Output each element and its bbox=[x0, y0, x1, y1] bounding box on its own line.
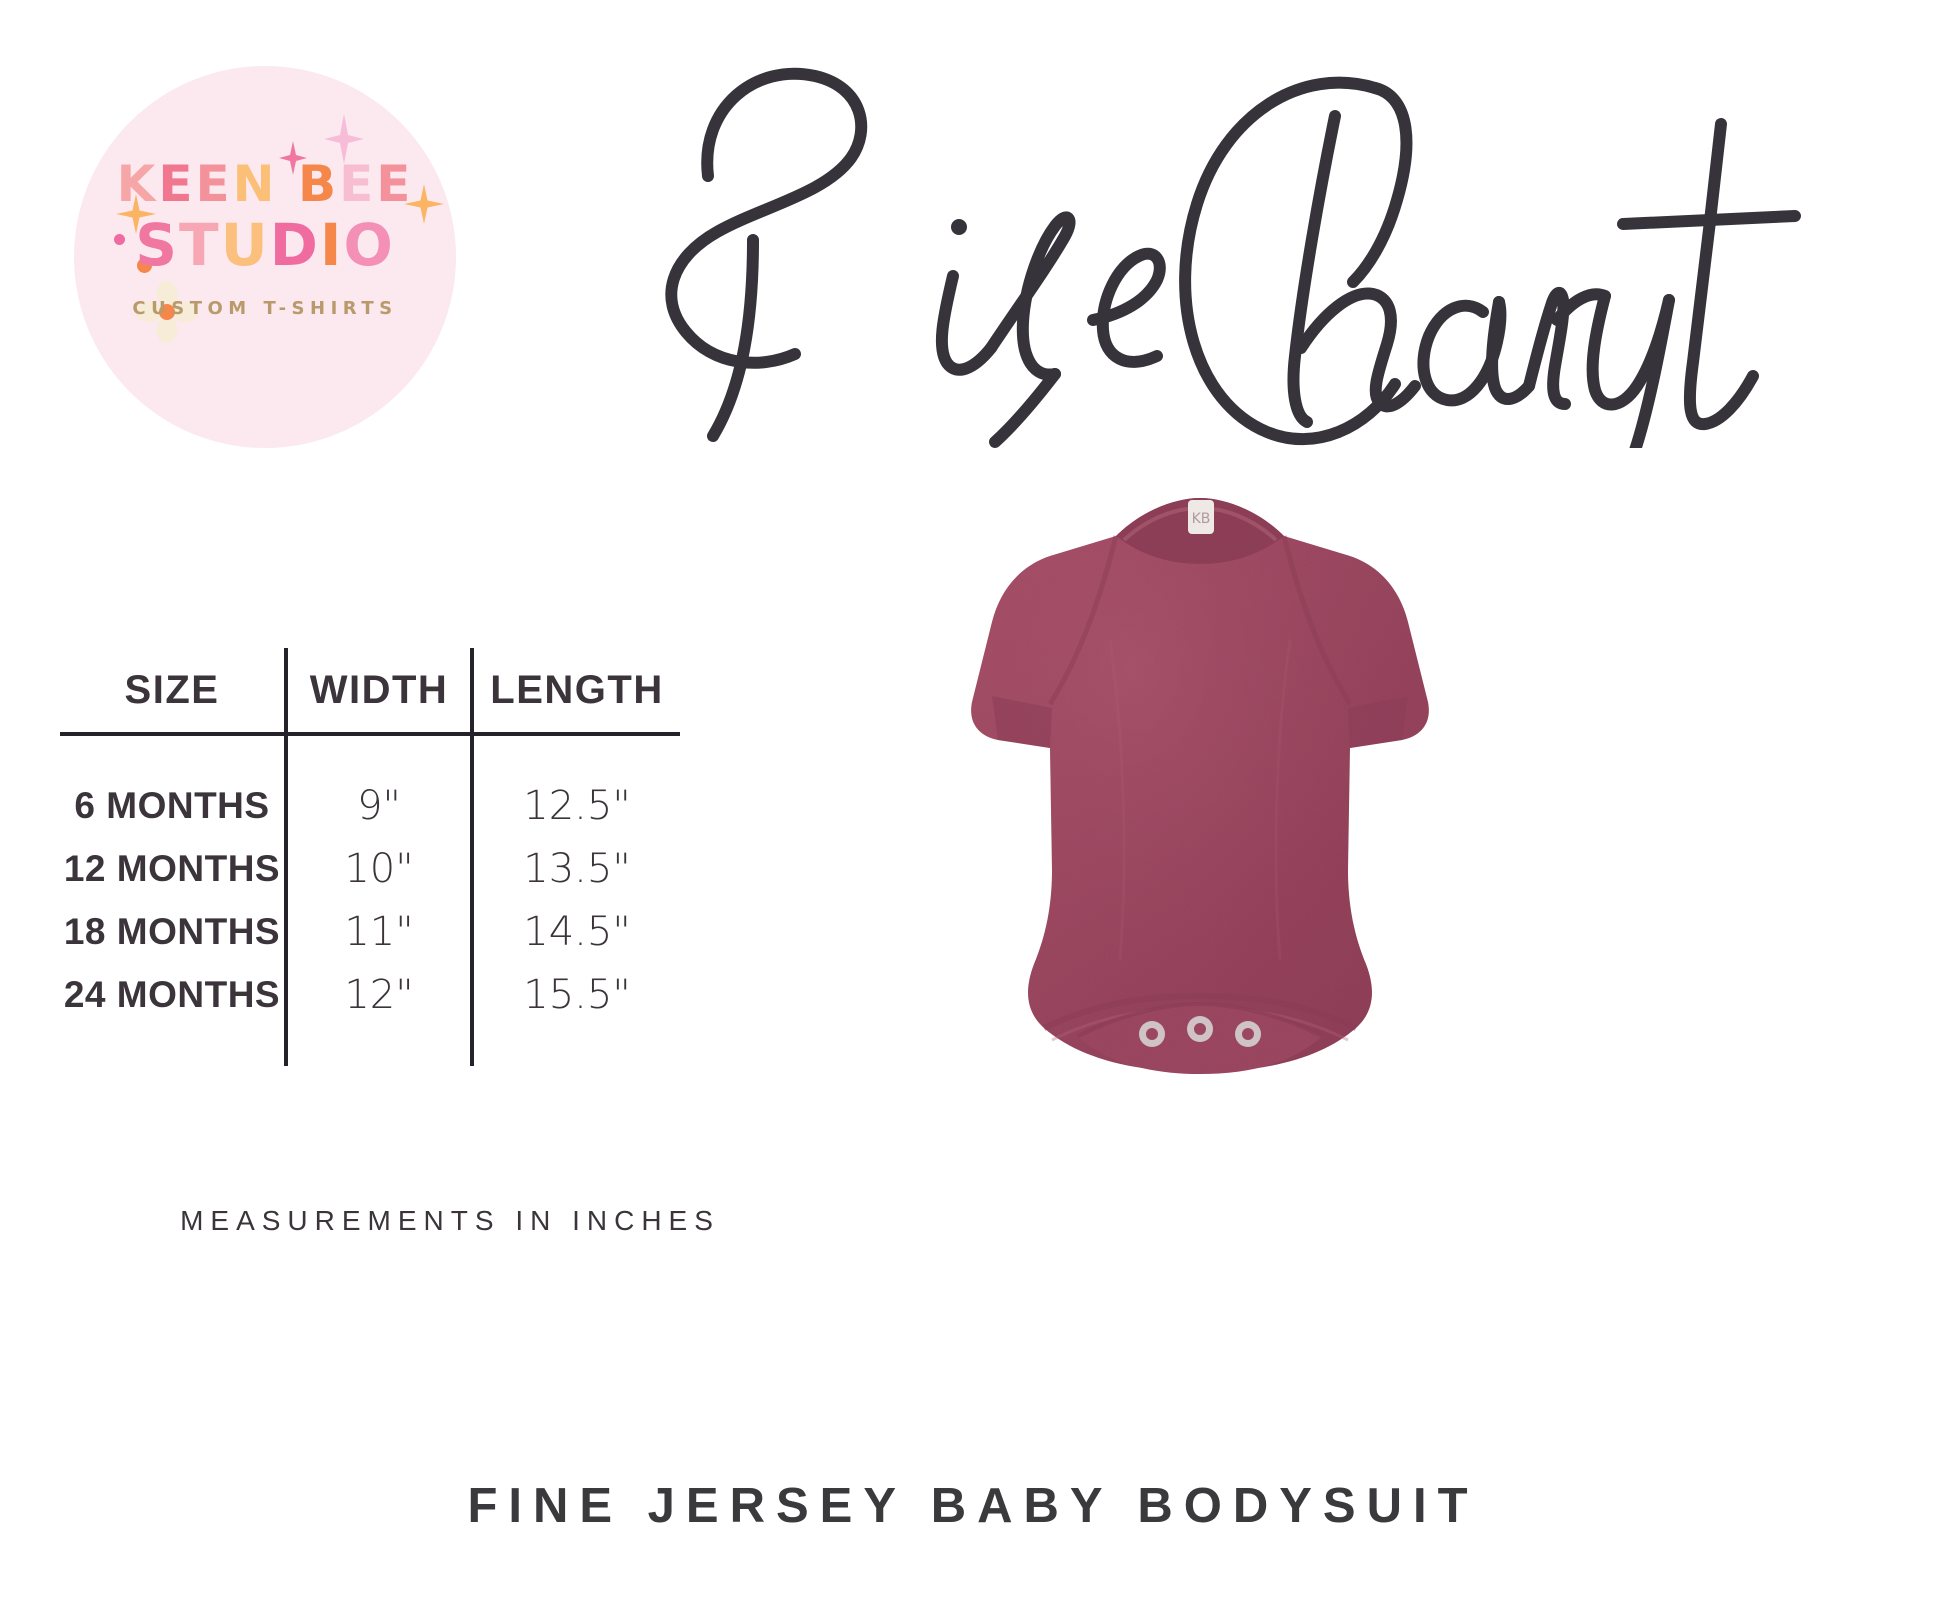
cell-width: 11" bbox=[284, 900, 472, 963]
logo-letter-0: K bbox=[116, 155, 159, 213]
table-row: 12 MONTHS 10" 13.5" bbox=[60, 837, 680, 900]
cell-size: 24 MONTHS bbox=[63, 973, 281, 1015]
table-row: 6 MONTHS 9" 12.5" bbox=[60, 774, 680, 837]
sparkle-4point-lightpink-icon bbox=[324, 114, 364, 164]
cell-size: 18 MONTHS bbox=[63, 910, 281, 952]
spacer-cell-size-bottom bbox=[60, 1026, 286, 1066]
cell-width: 9" bbox=[284, 774, 472, 837]
logo-letter-3: N bbox=[232, 155, 278, 213]
table-spacer-row bbox=[60, 734, 680, 774]
cell-size: 12 MONTHS bbox=[63, 847, 281, 889]
cell-length: 12.5" bbox=[470, 774, 680, 837]
size-chart-script-text bbox=[665, 67, 1801, 533]
sparkle-4point-pink-icon bbox=[279, 141, 307, 175]
cell-length: 13.5" bbox=[470, 837, 680, 900]
spacer-cell-length bbox=[470, 734, 680, 774]
column-header-length: LENGTH bbox=[470, 648, 680, 736]
sparkle-4point-orange-right-icon bbox=[404, 184, 444, 224]
garment-label bbox=[1188, 500, 1214, 534]
logo-letter-4 bbox=[278, 159, 298, 209]
column-header-size: SIZE bbox=[60, 648, 286, 736]
logo-letter-3: D bbox=[269, 211, 320, 279]
brand-logo: KEEN BEE STUDIO CUSTOM T-SHIRTS bbox=[74, 66, 456, 448]
logo-letter-5: B bbox=[297, 155, 340, 213]
dot-pink-icon bbox=[114, 234, 125, 245]
table-header: SIZE WIDTH LENGTH bbox=[60, 648, 680, 736]
flower-icon bbox=[136, 281, 198, 343]
spacer-cell-width bbox=[284, 734, 472, 774]
logo-letter-4: I bbox=[319, 211, 344, 279]
page-title bbox=[495, 18, 1935, 533]
logo-line-1: KEEN BEE bbox=[74, 159, 456, 209]
cell-width: 12" bbox=[284, 963, 472, 1026]
logo-letter-5: O bbox=[343, 211, 395, 279]
logo-letter-1: T bbox=[179, 211, 221, 279]
logo-line-2: STUDIO bbox=[74, 216, 456, 274]
cell-size: 6 MONTHS bbox=[74, 784, 270, 826]
table-spacer-row-bottom bbox=[60, 1026, 680, 1066]
logo-letter-7: E bbox=[376, 155, 414, 213]
table-row: 24 MONTHS 12" 15.5" bbox=[60, 963, 680, 1026]
cell-length: 15.5" bbox=[470, 963, 680, 1026]
logo-letter-0: S bbox=[135, 211, 180, 279]
logo-letter-1: E bbox=[158, 155, 196, 213]
logo-subtitle: CUSTOM T-SHIRTS bbox=[132, 298, 398, 319]
spacer-cell-width-bottom bbox=[284, 1026, 472, 1066]
dot-orange-icon bbox=[137, 258, 152, 273]
logo-letter-2: U bbox=[220, 211, 270, 279]
bodysuit-illustration: KB bbox=[971, 498, 1429, 1074]
table-row: 18 MONTHS 11" 14.5" bbox=[60, 900, 680, 963]
spacer-cell-size bbox=[60, 734, 286, 774]
svg-text:KB: KB bbox=[1192, 511, 1211, 527]
cell-width: 10" bbox=[284, 837, 472, 900]
table-body: 6 MONTHS 9" 12.5" 12 MONTHS 10" 13.5" 18… bbox=[60, 734, 680, 1066]
column-header-width: WIDTH bbox=[284, 648, 472, 736]
product-image-baby-bodysuit: KB bbox=[880, 440, 1520, 1120]
snap-buttons bbox=[1139, 1016, 1261, 1047]
table-header-row: SIZE WIDTH LENGTH bbox=[60, 648, 680, 736]
size-chart-table-wrapper: SIZE WIDTH LENGTH 6 MONTHS 9" 12.5" 12 bbox=[60, 648, 680, 1066]
product-name-footer: FINE JERSEY BABY BODYSUIT bbox=[467, 1479, 1479, 1533]
size-chart-table: SIZE WIDTH LENGTH 6 MONTHS 9" 12.5" 12 bbox=[60, 648, 680, 1066]
cell-length: 14.5" bbox=[470, 900, 680, 963]
measurement-note: MEASUREMENTS IN INCHES bbox=[180, 1205, 720, 1236]
sparkle-4point-orange-icon bbox=[116, 194, 156, 234]
logo-letter-6: E bbox=[339, 155, 377, 213]
spacer-cell-length-bottom bbox=[470, 1026, 680, 1066]
logo-letter-2: E bbox=[195, 155, 233, 213]
